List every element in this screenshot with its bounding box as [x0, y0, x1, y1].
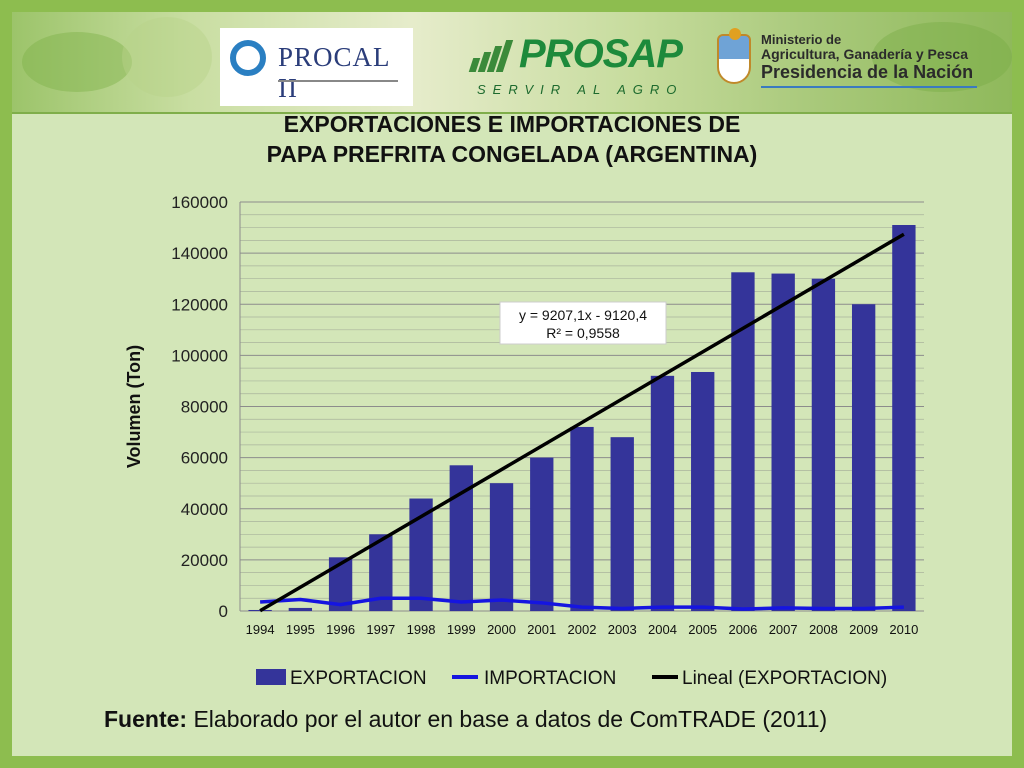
- x-tick-label: 1996: [326, 622, 355, 637]
- x-tick-label: 2008: [809, 622, 838, 637]
- legend-label-trendline: Lineal (EXPORTACION): [682, 668, 887, 689]
- x-tick-label: 1995: [286, 622, 315, 637]
- x-tick-label: 2004: [648, 622, 677, 637]
- x-tick-label: 1997: [366, 622, 395, 637]
- x-tick-label: 2002: [568, 622, 597, 637]
- chart: 0 20000 40000 60000 80000 100000 120000 140000 1…: [124, 193, 924, 689]
- chart-title-line-2: PAPA PREFRITA CONGELADA (ARGENTINA): [266, 141, 758, 167]
- trendline-r-squared: R² = 0,9558: [546, 325, 620, 341]
- source-text: Elaborado por el autor en base a datos d…: [187, 706, 828, 732]
- x-tick-label: 2007: [769, 622, 798, 637]
- bar-exportacion: [851, 304, 876, 611]
- ministry-line-1: Ministerio de: [761, 32, 842, 47]
- source-footnote: Fuente: Elaborado por el autor en base a…: [104, 706, 827, 733]
- x-tick-label: 2003: [608, 622, 637, 637]
- sun-icon: [729, 28, 741, 40]
- ministry-line-2: Agricultura, Ganadería y Pesca: [761, 46, 968, 62]
- trendline-exportacion: [259, 232, 905, 613]
- bar-exportacion: [811, 278, 836, 611]
- legend-label-exportacion: EXPORTACION: [290, 668, 427, 689]
- bar-exportacion: [449, 465, 473, 611]
- decorative-leaf: [122, 17, 212, 97]
- y-tick-label: 20000: [181, 551, 228, 570]
- bar-exportacion: [731, 272, 755, 611]
- x-tick-label: 1994: [246, 622, 275, 637]
- ministry-line-3: Presidencia de la Nación: [761, 62, 974, 82]
- bar-exportacion: [530, 457, 554, 611]
- y-tick-label: 0: [219, 602, 228, 621]
- procal-logo: PROCAL II: [220, 28, 413, 106]
- trendline-equation: y = 9207,1x - 9120,4: [519, 307, 647, 323]
- y-tick-label: 160000: [171, 193, 228, 212]
- y-tick-label: 80000: [181, 398, 228, 417]
- bar-exportacion: [771, 273, 795, 611]
- x-tick-label: 1998: [407, 622, 436, 637]
- procal-ring-icon: [230, 40, 266, 76]
- trendline-equation-box: [499, 301, 667, 345]
- x-tick-label: 2010: [889, 622, 918, 637]
- y-tick-label: 40000: [181, 500, 228, 519]
- bar-exportacion: [691, 371, 715, 611]
- y-tick-label: 100000: [171, 346, 228, 365]
- procal-logo-subtext: [278, 78, 408, 82]
- source-label: Fuente:: [104, 706, 188, 732]
- legend-label-importacion: IMPORTACION: [484, 668, 616, 689]
- bar-exportacion: [892, 225, 916, 611]
- bar-exportacion: [489, 483, 514, 611]
- x-tick-label: 2001: [527, 622, 556, 637]
- y-tick-label: 140000: [171, 244, 228, 263]
- bar-exportacion: [288, 607, 313, 611]
- bar-exportacion: [409, 498, 433, 611]
- bar-exportacion: [328, 557, 353, 611]
- legend-swatch-exportacion: [256, 669, 286, 685]
- ministry-underline: [761, 86, 977, 88]
- prosap-tagline: SERVIR AL AGRO: [477, 82, 684, 97]
- bar-exportacion: [650, 375, 675, 611]
- slide: PROCAL II PROSAP SERVIR AL AGRO Minister…: [12, 12, 1012, 756]
- bar-exportacion: [570, 426, 594, 611]
- bar-exportacion: [369, 534, 393, 611]
- chart-title-line-1: EXPORTACIONES E IMPORTACIONES DE: [283, 111, 741, 137]
- coat-of-arms-icon: [717, 28, 751, 84]
- prosap-logo-text: PROSAP: [519, 32, 683, 76]
- x-tick-label: 2000: [487, 622, 516, 637]
- x-tick-label: 1999: [447, 622, 476, 637]
- y-tick-label: 60000: [181, 449, 228, 468]
- header-banner: PROCAL II PROSAP SERVIR AL AGRO Minister…: [12, 12, 1012, 114]
- line-importacion: [260, 596, 904, 611]
- x-tick-label: 2005: [688, 622, 717, 637]
- decorative-leaf: [22, 32, 132, 92]
- chart-title: EXPORTACIONES E IMPORTACIONES DE PAPA PR…: [162, 109, 862, 169]
- ministry-logo: Ministerio de Agricultura, Ganadería y P…: [717, 28, 987, 98]
- bar-exportacion: [610, 437, 634, 611]
- x-tick-label: 2009: [849, 622, 878, 637]
- y-tick-label: 120000: [171, 295, 228, 314]
- decorative-leaf: [872, 22, 1012, 92]
- y-axis-label: Volumen (Ton): [124, 345, 144, 468]
- x-tick-label: 2006: [728, 622, 757, 637]
